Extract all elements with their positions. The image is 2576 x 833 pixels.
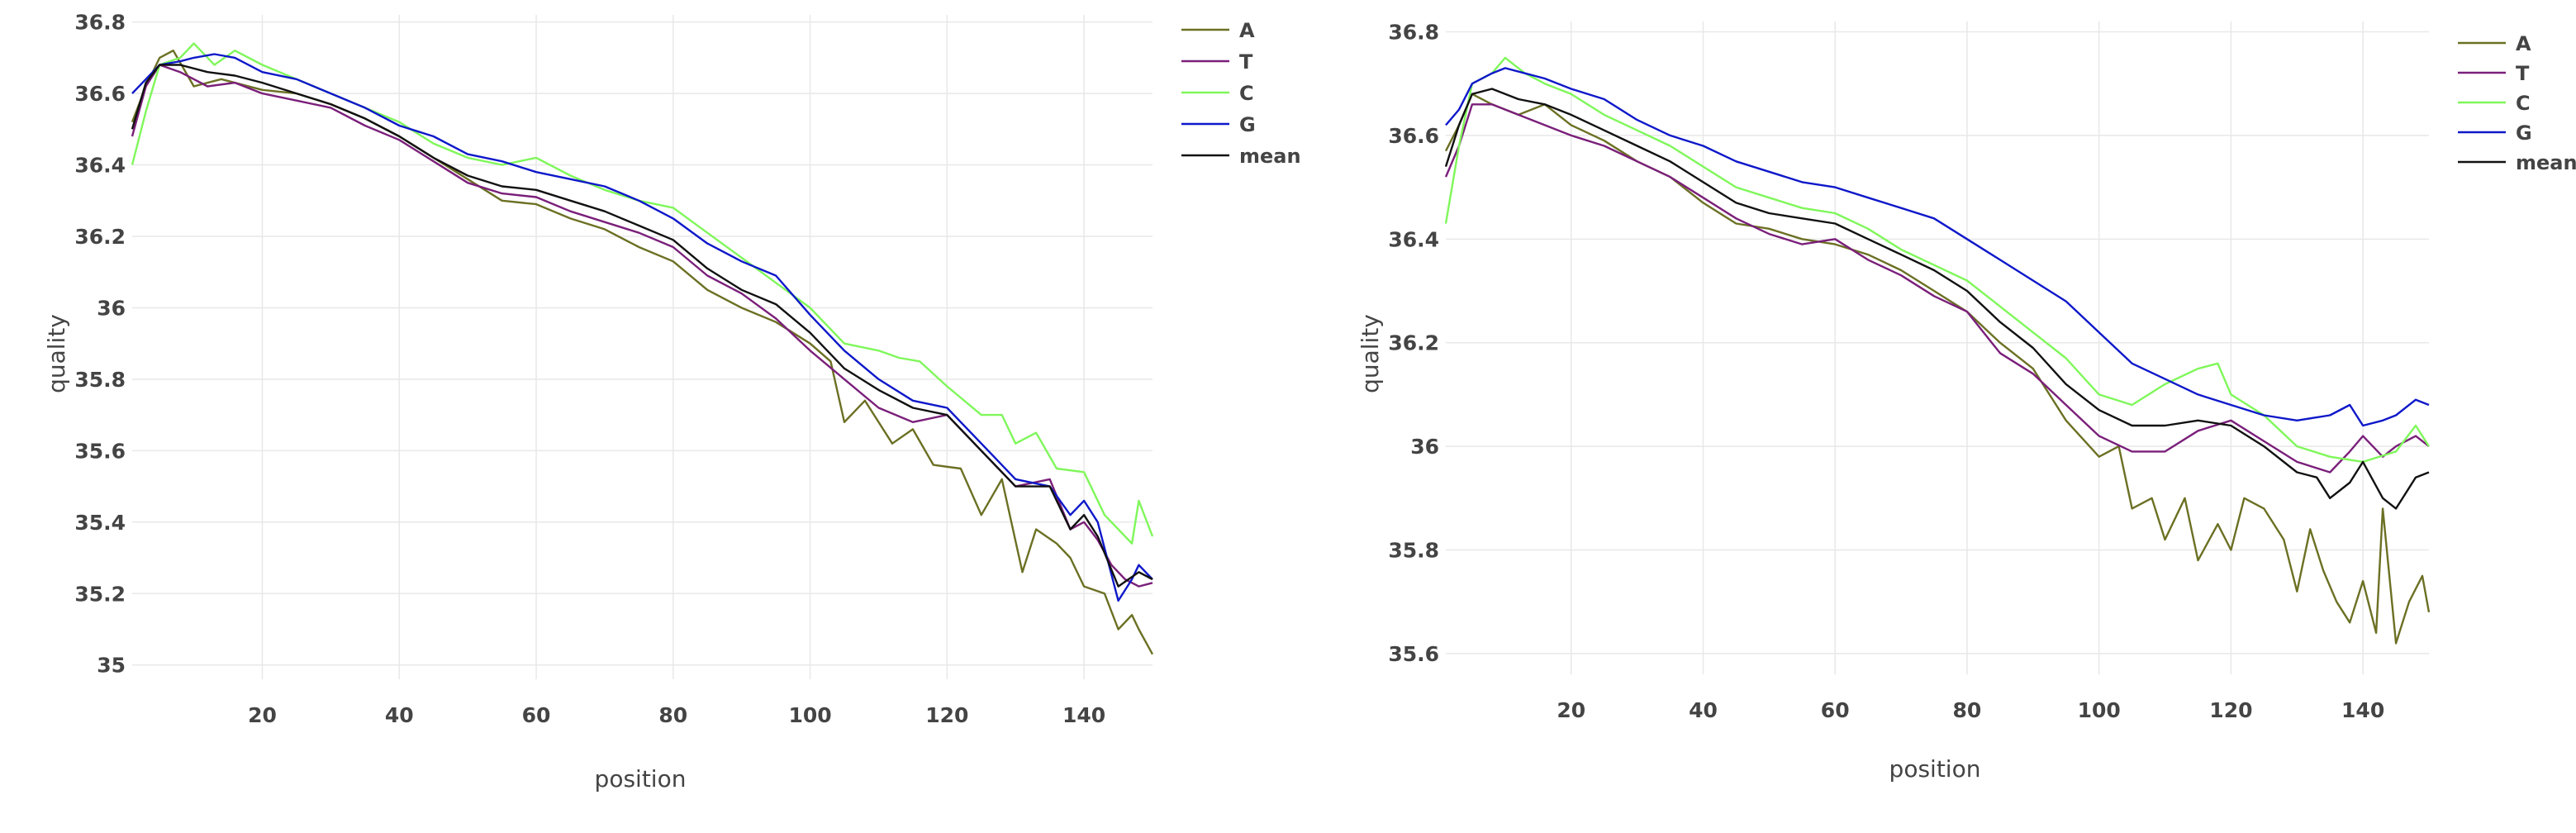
y-tick-label: 36.2	[74, 225, 126, 249]
legend-item-mean[interactable]: mean	[2458, 151, 2576, 174]
y-tick-label: 36.8	[1388, 21, 1439, 45]
y-tick-label: 35.6	[74, 439, 126, 463]
y-tick-label: 35.2	[74, 582, 126, 606]
legend-item-mean[interactable]: mean	[1181, 145, 1301, 168]
y-tick-label: 36	[97, 296, 126, 320]
x-tick-label: 40	[385, 703, 414, 727]
x-tick-label: 100	[788, 703, 831, 727]
y-tick-label: 36.4	[1388, 227, 1439, 251]
series-line-G	[1445, 67, 2430, 427]
legend-label: T	[2516, 62, 2530, 85]
series-line-mean	[1444, 88, 2430, 510]
series-line-C	[131, 42, 1154, 545]
series-line-A	[131, 50, 1154, 655]
x-tick-label: 80	[658, 703, 687, 727]
legend-label: mean	[1239, 145, 1301, 168]
x-tick-label: 80	[1953, 698, 1982, 722]
x-tick-label: 140	[1062, 703, 1105, 727]
y-axis-title: quality	[43, 314, 70, 393]
x-tick-label: 120	[2209, 698, 2252, 722]
y-tick-label: 35	[97, 654, 126, 678]
x-tick-label: 120	[925, 703, 968, 727]
legend-item-A[interactable]: A	[1181, 19, 1255, 42]
legend-label: C	[1239, 82, 1254, 105]
y-tick-label: 36.4	[74, 154, 126, 178]
legend-item-C[interactable]: C	[1181, 82, 1254, 105]
y-tick-label: 36.6	[74, 82, 126, 106]
legend-label: T	[1239, 50, 1253, 74]
legend-item-T[interactable]: T	[1181, 50, 1253, 74]
x-tick-label: 100	[2078, 698, 2121, 722]
series-line-A	[1444, 93, 2431, 645]
y-tick-label: 35.6	[1388, 642, 1439, 666]
y-tick-label: 35.8	[1388, 539, 1439, 563]
x-tick-label: 60	[1821, 698, 1850, 722]
legend-item-C[interactable]: C	[2458, 92, 2531, 115]
y-tick-label: 36	[1410, 435, 1439, 459]
legend-item-G[interactable]: G	[2458, 121, 2532, 145]
x-tick-label: 20	[248, 703, 277, 727]
legend-label: G	[1239, 113, 1256, 136]
legend-label: A	[1239, 19, 1255, 42]
y-tick-label: 36.8	[74, 11, 126, 35]
series-line-T	[131, 64, 1153, 588]
x-tick-label: 20	[1557, 698, 1585, 722]
x-axis-title: position	[595, 765, 687, 793]
x-tick-label: 40	[1689, 698, 1718, 722]
legend-item-G[interactable]: G	[1181, 113, 1256, 136]
y-tick-label: 35.8	[74, 368, 126, 392]
x-tick-label: 140	[2341, 698, 2384, 722]
legend-label: G	[2516, 121, 2532, 145]
legend-label: mean	[2516, 151, 2576, 174]
series-line-mean	[131, 64, 1153, 588]
series-line-C	[1444, 56, 2431, 464]
chart-panel-right: 35.6 35.8 36 36.2 36.4 36.6 36.8 20 40 60 80 100 12…	[1357, 21, 2576, 783]
legend-label: C	[2516, 92, 2531, 115]
series-line-T	[1444, 103, 2430, 474]
y-tick-label: 36.2	[1388, 331, 1439, 355]
legend-label: A	[2516, 32, 2531, 55]
x-axis-title: position	[1889, 755, 1981, 783]
legend-item-T[interactable]: T	[2458, 62, 2530, 85]
y-tick-label: 36.6	[1388, 124, 1439, 148]
x-tick-label: 60	[522, 703, 551, 727]
legend-item-A[interactable]: A	[2458, 32, 2531, 55]
y-axis-title: quality	[1357, 314, 1384, 393]
y-tick-label: 35.4	[74, 511, 126, 535]
chart-panel-left: 35 35.2 35.4 35.6 35.8 36 36.2 36.4 36.6 36.8 20 4…	[43, 11, 1301, 793]
series-line-G	[131, 53, 1153, 602]
